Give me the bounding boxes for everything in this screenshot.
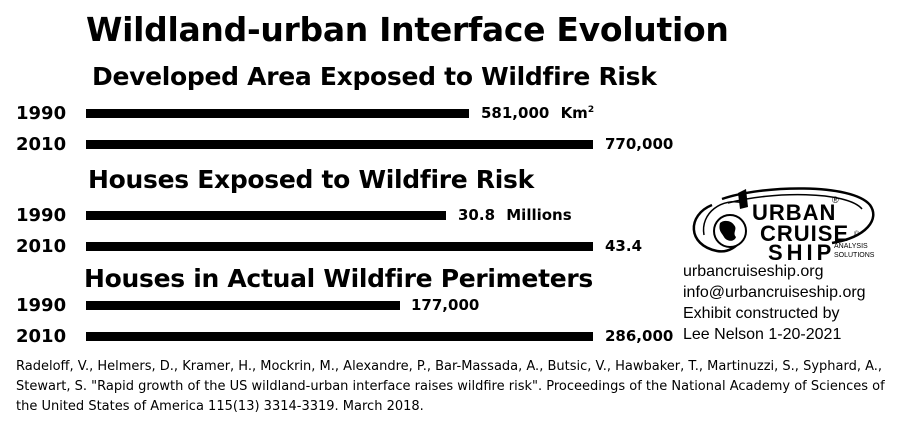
chart-1-unit-text: Km	[560, 104, 588, 122]
chart-2-value-2010: 43.4	[605, 237, 643, 255]
chart-3-bar-1990	[86, 301, 400, 310]
website-text: urbancruiseship.org	[683, 263, 824, 280]
chart-1-title: Developed Area Exposed to Wildfire Risk	[92, 62, 657, 91]
logo-swoosh-icon	[692, 187, 875, 253]
chart-1-year-1990: 1990	[16, 103, 67, 124]
logo-copyright-mark: ©	[854, 231, 860, 238]
logo-line-cruise: CRUISE	[760, 221, 850, 246]
chart-3-year-1990: 1990	[16, 295, 67, 316]
chart-3-year-2010: 2010	[16, 326, 67, 347]
chart-2-year-2010: 2010	[16, 236, 67, 257]
chart-1-year-2010: 2010	[16, 134, 67, 155]
chart-1-bar-2010	[86, 140, 593, 149]
chart-3-value-1990: 177,000	[411, 296, 480, 314]
credit-line-1: Exhibit constructed by	[683, 305, 840, 322]
chart-2-title: Houses Exposed to Wildfire Risk	[88, 165, 534, 194]
chart-1-value-1990: 581,000 Km2	[481, 104, 594, 122]
chart-2-year-1990: 1990	[16, 205, 67, 226]
chart-1-value-2010: 770,000	[605, 135, 674, 153]
chart-1-bar-1990	[86, 109, 469, 118]
chart-2-value-1990-text: 30.8	[458, 206, 496, 224]
chart-3-title: Houses in Actual Wildfire Perimeters	[84, 264, 593, 293]
chart-2-unit: Millions	[506, 206, 572, 224]
chart-2-bar-2010	[86, 242, 593, 251]
credit-line-2: Lee Nelson 1-20-2021	[683, 326, 842, 343]
chart-1-unit-superscript: 2	[587, 105, 595, 115]
email-text: info@urbancruiseship.org	[683, 284, 866, 301]
chart-2-bar-1990	[86, 211, 446, 220]
logo-tag-analysis: ANALYSIS	[834, 243, 868, 250]
chart-3-bar-2010	[86, 332, 593, 341]
chart-3-value-2010: 286,000	[605, 327, 674, 345]
logo-line-ship: SHIP	[768, 240, 836, 265]
logo-line-urban: URBAN	[752, 200, 837, 225]
chart-1-unit: Km2	[561, 104, 595, 122]
logo-registered-mark: ®	[832, 195, 839, 205]
logo-tag-solutions: SOLUTIONS	[834, 252, 875, 259]
chart-1-value-1990-text: 581,000	[481, 104, 550, 122]
urban-cruise-ship-logo: URBAN CRUISE SHIP ® © ANALYSIS SOLUTIONS	[682, 185, 897, 265]
citation-text: Radeloff, V., Helmers, D., Kramer, H., M…	[16, 359, 885, 414]
chart-title: Wildland-urban Interface Evolution	[86, 10, 729, 49]
chart-2-value-1990: 30.8 Millions	[458, 206, 572, 224]
